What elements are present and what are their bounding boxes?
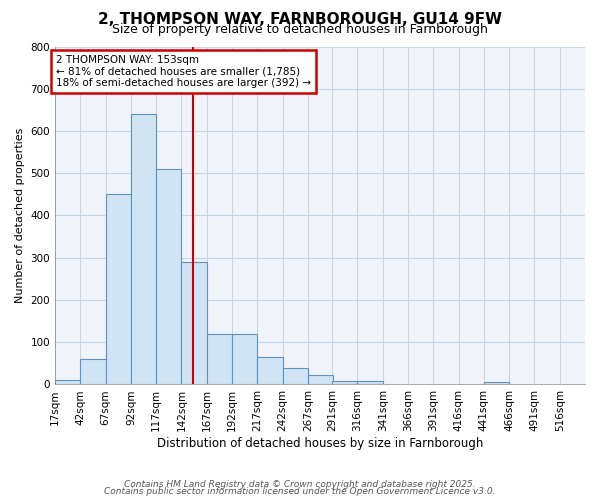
- Bar: [484, 382, 509, 384]
- Text: 2 THOMPSON WAY: 153sqm
← 81% of detached houses are smaller (1,785)
18% of semi-: 2 THOMPSON WAY: 153sqm ← 81% of detached…: [56, 55, 311, 88]
- Bar: [207, 334, 232, 384]
- Text: 2, THOMPSON WAY, FARNBOROUGH, GU14 9FW: 2, THOMPSON WAY, FARNBOROUGH, GU14 9FW: [98, 12, 502, 28]
- Bar: [131, 114, 156, 384]
- Bar: [80, 359, 106, 384]
- Bar: [257, 357, 283, 384]
- Bar: [106, 194, 131, 384]
- Bar: [308, 375, 333, 384]
- Text: Contains public sector information licensed under the Open Government Licence v3: Contains public sector information licen…: [104, 488, 496, 496]
- Bar: [358, 381, 383, 384]
- Text: Size of property relative to detached houses in Farnborough: Size of property relative to detached ho…: [112, 22, 488, 36]
- Bar: [232, 334, 257, 384]
- Bar: [156, 169, 181, 384]
- Bar: [55, 380, 80, 384]
- X-axis label: Distribution of detached houses by size in Farnborough: Distribution of detached houses by size …: [157, 437, 483, 450]
- Bar: [283, 368, 308, 384]
- Bar: [332, 381, 358, 384]
- Bar: [181, 262, 207, 384]
- Text: Contains HM Land Registry data © Crown copyright and database right 2025.: Contains HM Land Registry data © Crown c…: [124, 480, 476, 489]
- Y-axis label: Number of detached properties: Number of detached properties: [15, 128, 25, 303]
